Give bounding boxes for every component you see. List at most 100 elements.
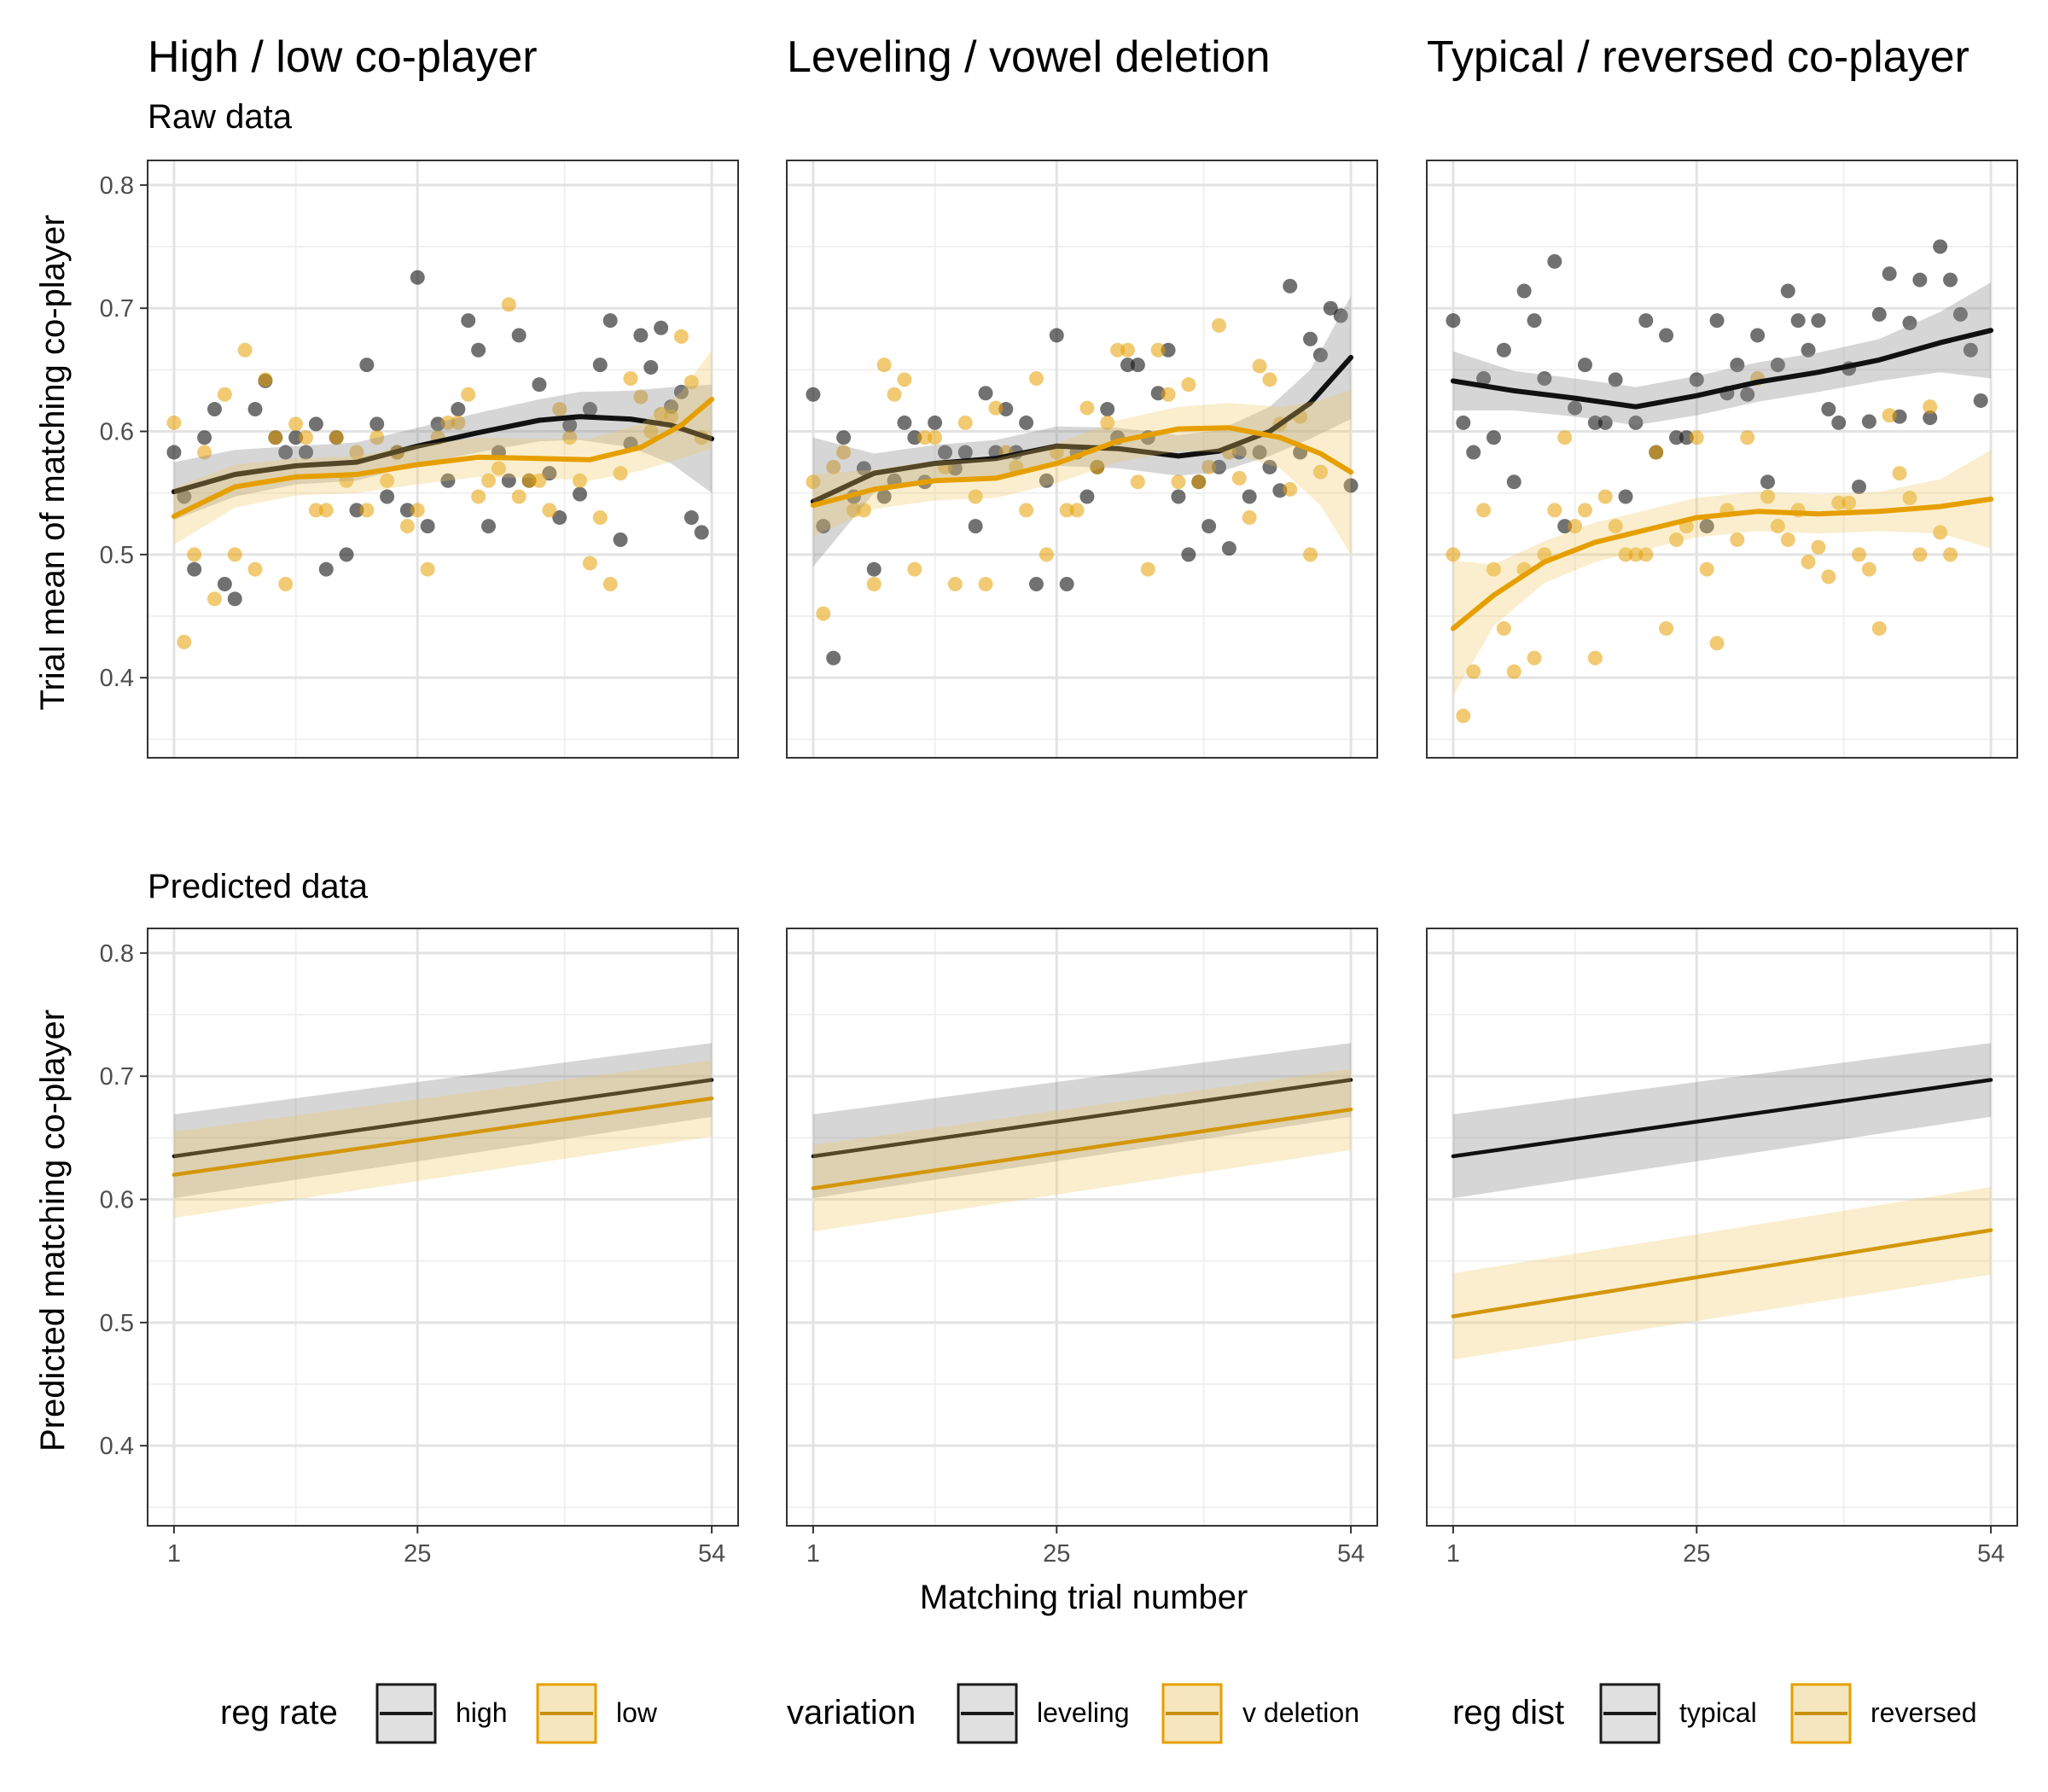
- data-point: [1770, 358, 1785, 373]
- data-point: [1242, 489, 1257, 504]
- panel-6: 1 25 54: [1426, 928, 2018, 1568]
- data-point: [552, 402, 567, 417]
- data-point: [1120, 358, 1136, 373]
- data-point: [187, 561, 202, 577]
- x-tick-label: 25: [404, 1540, 431, 1568]
- data-point: [207, 402, 222, 417]
- data-point: [1262, 459, 1277, 474]
- data-point: [1191, 474, 1207, 490]
- data-point: [399, 503, 415, 518]
- data-point: [1801, 555, 1816, 570]
- data-point: [187, 547, 202, 562]
- data-point: [1486, 430, 1501, 445]
- data-point: [1201, 519, 1217, 534]
- data-point: [1597, 489, 1613, 504]
- data-point: [247, 561, 263, 577]
- data-point: [1120, 342, 1136, 358]
- data-point: [1577, 503, 1592, 518]
- panel-border: [786, 928, 1378, 1527]
- data-point: [1039, 473, 1054, 488]
- data-point: [461, 313, 476, 329]
- x-tick-label: 1: [167, 1540, 181, 1568]
- data-point: [1161, 387, 1176, 402]
- data-point: [1801, 342, 1816, 358]
- data-point: [928, 430, 943, 445]
- fit-line: [811, 1078, 1353, 1159]
- data-point: [1628, 415, 1644, 430]
- data-point: [602, 576, 618, 591]
- data-point: [582, 402, 597, 417]
- data-point: [1852, 479, 1867, 494]
- data-point: [1608, 372, 1623, 387]
- data-point: [1577, 358, 1592, 373]
- data-point: [1902, 490, 1917, 505]
- data-point: [1446, 547, 1461, 562]
- legend-title: reg dist: [1452, 1694, 1564, 1731]
- data-point: [471, 489, 486, 504]
- data-point: [978, 576, 993, 591]
- data-point: [1466, 445, 1481, 460]
- data-point: [573, 473, 588, 488]
- data-point: [1547, 253, 1562, 269]
- panel-title-2: Leveling / vowel deletion: [787, 32, 1271, 82]
- data-point: [461, 387, 476, 402]
- data-point: [217, 576, 232, 591]
- data-point: [1028, 576, 1044, 591]
- data-point: [623, 370, 638, 386]
- data-point: [1638, 547, 1654, 562]
- fit-line: [1451, 1228, 1993, 1318]
- data-point: [1130, 358, 1145, 373]
- data-point: [1466, 664, 1481, 679]
- data-point: [451, 402, 466, 417]
- data-point: [633, 328, 649, 343]
- panel-1: 0.4 0.5 0.6 0.7 0.8: [100, 160, 739, 759]
- data-point: [978, 386, 993, 401]
- data-point: [440, 415, 456, 430]
- data-point: [1709, 636, 1725, 651]
- data-point: [1861, 414, 1876, 429]
- data-point: [1221, 541, 1236, 556]
- legend-reg-rate: reg rate high low: [220, 1683, 658, 1744]
- data-point: [1770, 519, 1785, 534]
- legend-variation: variation leveling v deletion: [787, 1683, 1359, 1744]
- data-point: [1933, 239, 1948, 254]
- data-point: [1039, 547, 1054, 562]
- data-point: [329, 430, 344, 445]
- data-point: [1912, 547, 1928, 562]
- legend-title: reg rate: [220, 1694, 338, 1731]
- data-point: [380, 489, 395, 504]
- data-point: [1709, 313, 1725, 329]
- smooth-line: [1450, 328, 1994, 410]
- data-point: [481, 519, 497, 534]
- data-point: [1923, 410, 1938, 426]
- data-point: [349, 445, 364, 460]
- data-point: [1699, 561, 1714, 577]
- data-point: [1171, 489, 1186, 504]
- data-point: [1811, 539, 1826, 555]
- data-point: [1100, 402, 1115, 417]
- data-point: [917, 430, 933, 445]
- data-point: [1140, 561, 1155, 577]
- data-point: [1456, 708, 1471, 724]
- x-axis-title: Matching trial number: [920, 1579, 1248, 1616]
- data-point: [166, 415, 182, 430]
- data-point: [1557, 430, 1573, 445]
- data-point: [1150, 342, 1166, 358]
- data-point: [318, 561, 334, 577]
- data-point: [1933, 525, 1948, 540]
- data-point: [521, 473, 537, 488]
- data-point: [298, 445, 313, 460]
- data-point: [1547, 503, 1562, 518]
- panel-border: [1426, 160, 2018, 759]
- x-tick-label: 54: [1337, 1540, 1364, 1568]
- legend-label: v deletion: [1242, 1697, 1359, 1728]
- legend-title: variation: [787, 1694, 916, 1731]
- data-point: [1496, 620, 1511, 636]
- data-point: [876, 358, 892, 373]
- legend-label: leveling: [1037, 1697, 1130, 1728]
- data-point: [1212, 317, 1227, 333]
- data-point: [1028, 370, 1044, 386]
- panel-5: 1 25 54: [786, 928, 1378, 1568]
- data-point: [1242, 510, 1257, 526]
- data-point: [552, 510, 567, 526]
